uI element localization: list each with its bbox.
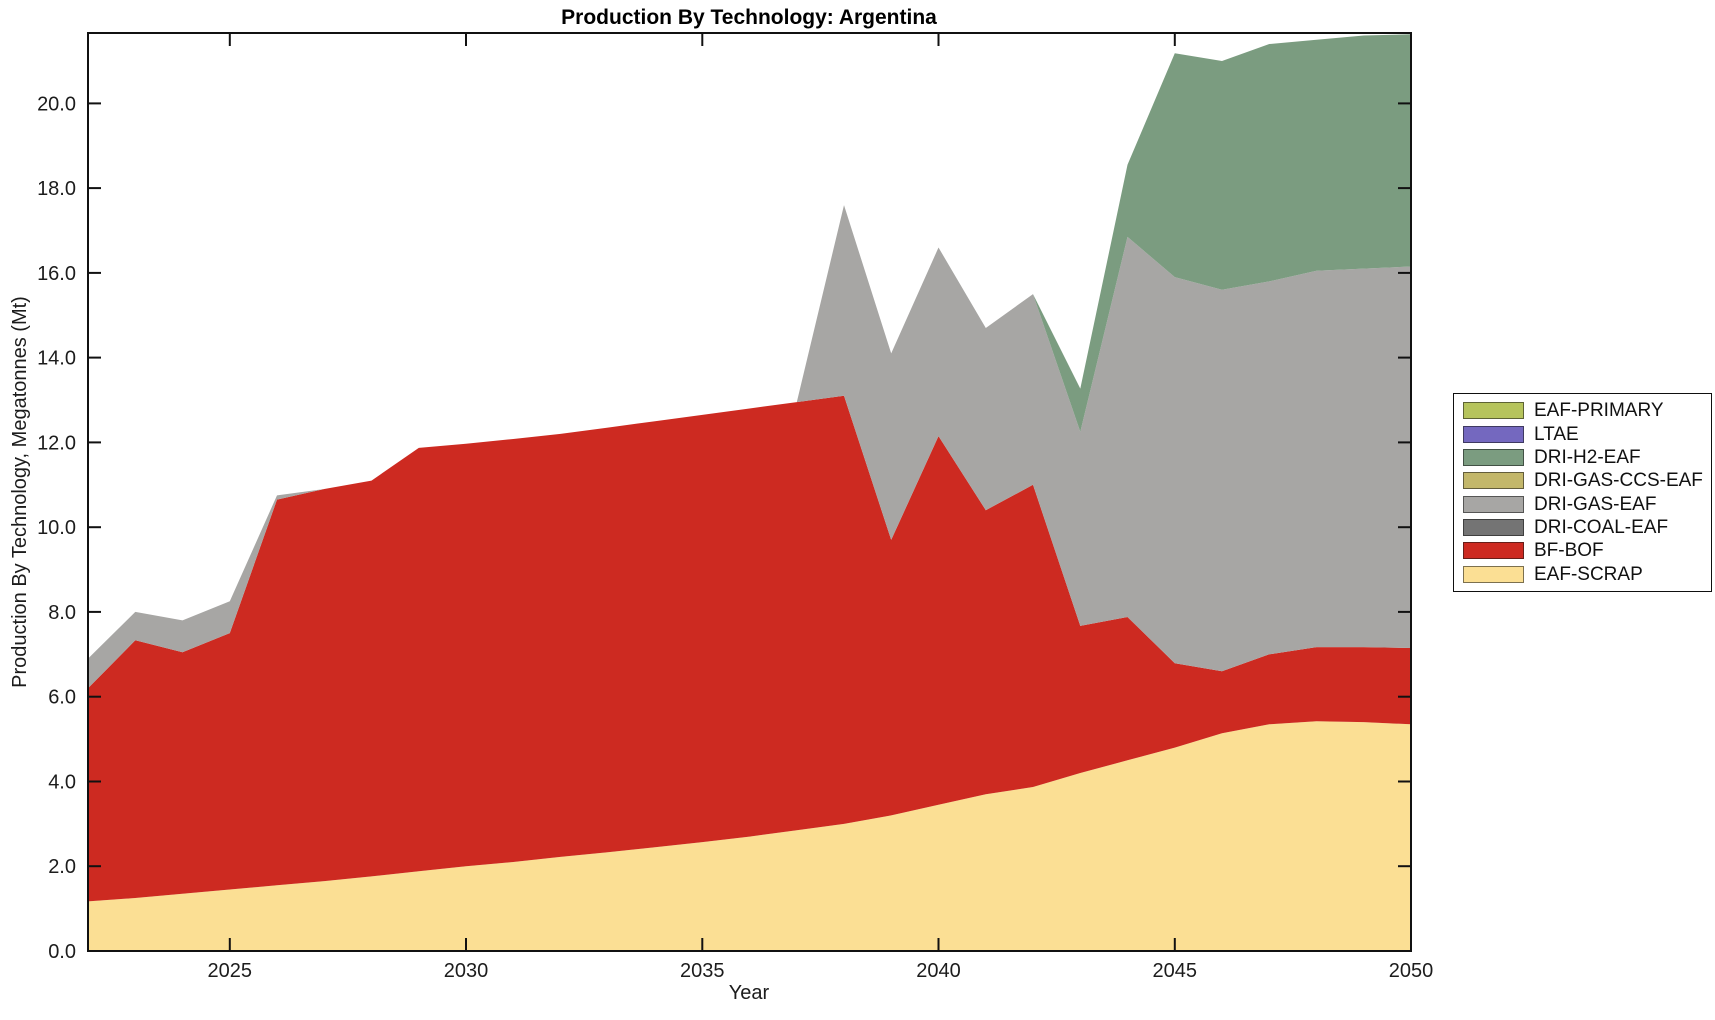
y-tick-label: 10.0 (37, 517, 76, 539)
x-axis-label: Year (729, 982, 770, 1004)
y-axis-label: Production By Technology, Megatonnes (Mt… (9, 296, 31, 688)
y-tick-label: 0.0 (48, 941, 76, 963)
legend-label: EAF-SCRAP (1534, 563, 1643, 585)
y-tick-label: 2.0 (48, 856, 76, 878)
y-tick-label: 20.0 (37, 93, 76, 115)
legend-entry-EAF-PRIMARY: EAF-PRIMARY (1463, 400, 1711, 421)
y-tick-label: 16.0 (37, 263, 76, 285)
legend-entry-BF-BOF: BF-BOF (1463, 540, 1711, 561)
x-tick-label: 2040 (916, 960, 961, 982)
stacked-areas (88, 34, 1411, 951)
y-tick-label: 12.0 (37, 432, 76, 454)
legend-entry-EAF-SCRAP: EAF-SCRAP (1463, 564, 1711, 585)
legend-label: DRI-H2-EAF (1534, 446, 1641, 468)
legend-swatch-DRI-GAS-CCS-EAF (1463, 472, 1524, 490)
y-tick-label: 6.0 (48, 687, 76, 709)
y-tick-label: 4.0 (48, 772, 76, 794)
legend-label: BF-BOF (1534, 540, 1604, 562)
y-tick-label: 18.0 (37, 178, 76, 200)
area-BF-BOF (88, 395, 1411, 902)
axes: 2025 2030 2035 2040 2045 2050 0.0 2.0 4.0 6.0 8.0 1… (37, 32, 1434, 982)
x-tick-label: 2045 (1153, 960, 1198, 982)
legend-entry-LTAE: LTAE (1463, 424, 1711, 445)
legend-swatch-DRI-H2-EAF (1463, 448, 1524, 466)
legend-label: DRI-GAS-CCS-EAF (1534, 470, 1703, 492)
x-tick-label: 2030 (444, 960, 489, 982)
area-DRI-H2-EAF (88, 34, 1411, 659)
y-tick-label: 14.0 (37, 348, 76, 370)
legend-swatch-BF-BOF (1463, 542, 1524, 560)
legend-label: DRI-COAL-EAF (1534, 516, 1669, 538)
area-EAF-SCRAP (88, 721, 1411, 951)
legend-entry-DRI-H2-EAF: DRI-H2-EAF (1463, 447, 1711, 468)
legend-label: LTAE (1534, 423, 1579, 445)
legend-swatch-LTAE (1463, 425, 1524, 443)
legend-label: EAF-PRIMARY (1534, 400, 1664, 422)
area-DRI-GAS-EAF (88, 205, 1411, 689)
legend-swatch-DRI-COAL-EAF (1463, 518, 1524, 536)
legend-entry-DRI-GAS-EAF: DRI-GAS-EAF (1463, 494, 1711, 515)
plot-border (87, 32, 1412, 952)
legend: EAF-PRIMARY LTAE DRI-H2-EAF DRI-GAS-CCS-EAF… (1453, 393, 1712, 592)
x-tick-label: 2025 (208, 960, 253, 982)
x-tick-label: 2050 (1389, 960, 1434, 982)
legend-entry-DRI-COAL-EAF: DRI-COAL-EAF (1463, 517, 1711, 538)
legend-entry-DRI-GAS-CCS-EAF: DRI-GAS-CCS-EAF (1463, 470, 1711, 491)
legend-swatch-EAF-SCRAP (1463, 565, 1524, 583)
legend-label: DRI-GAS-EAF (1534, 493, 1657, 515)
x-tick-label: 2035 (680, 960, 725, 982)
legend-swatch-EAF-PRIMARY (1463, 402, 1524, 420)
legend-swatch-DRI-GAS-EAF (1463, 495, 1524, 513)
y-tick-label: 8.0 (48, 602, 76, 624)
chart-title: Production By Technology: Argentina (561, 6, 937, 29)
